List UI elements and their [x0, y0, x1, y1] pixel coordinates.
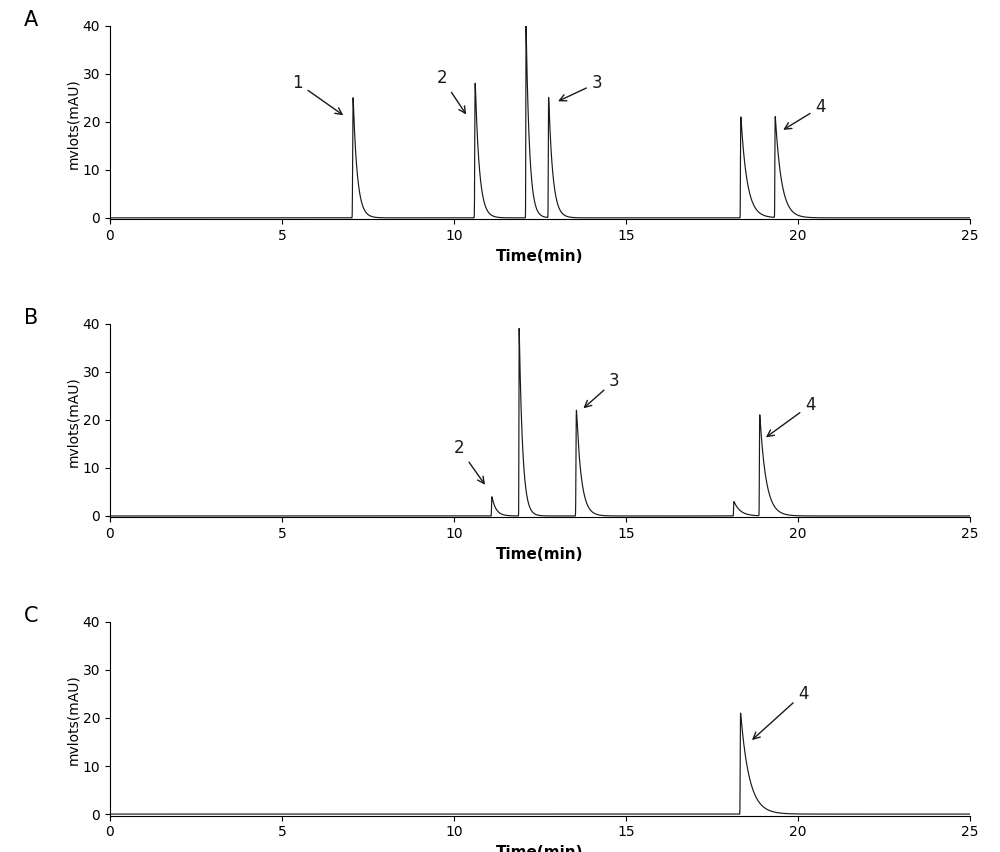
Text: 3: 3 [559, 74, 602, 101]
X-axis label: Time(min): Time(min) [496, 249, 584, 263]
Y-axis label: mvlots(mAU): mvlots(mAU) [66, 675, 80, 765]
Y-axis label: mvlots(mAU): mvlots(mAU) [66, 78, 80, 169]
Text: C: C [24, 606, 38, 626]
X-axis label: Time(min): Time(min) [496, 845, 584, 852]
Text: 2: 2 [454, 440, 484, 484]
X-axis label: Time(min): Time(min) [496, 547, 584, 561]
Text: 4: 4 [784, 98, 826, 129]
Text: 3: 3 [585, 372, 619, 407]
Text: B: B [24, 308, 38, 328]
Text: 4: 4 [767, 396, 815, 436]
Y-axis label: mvlots(mAU): mvlots(mAU) [66, 377, 80, 467]
Text: 4: 4 [753, 685, 808, 739]
Text: 2: 2 [437, 69, 465, 113]
Text: A: A [24, 10, 38, 30]
Text: 1: 1 [292, 74, 342, 114]
